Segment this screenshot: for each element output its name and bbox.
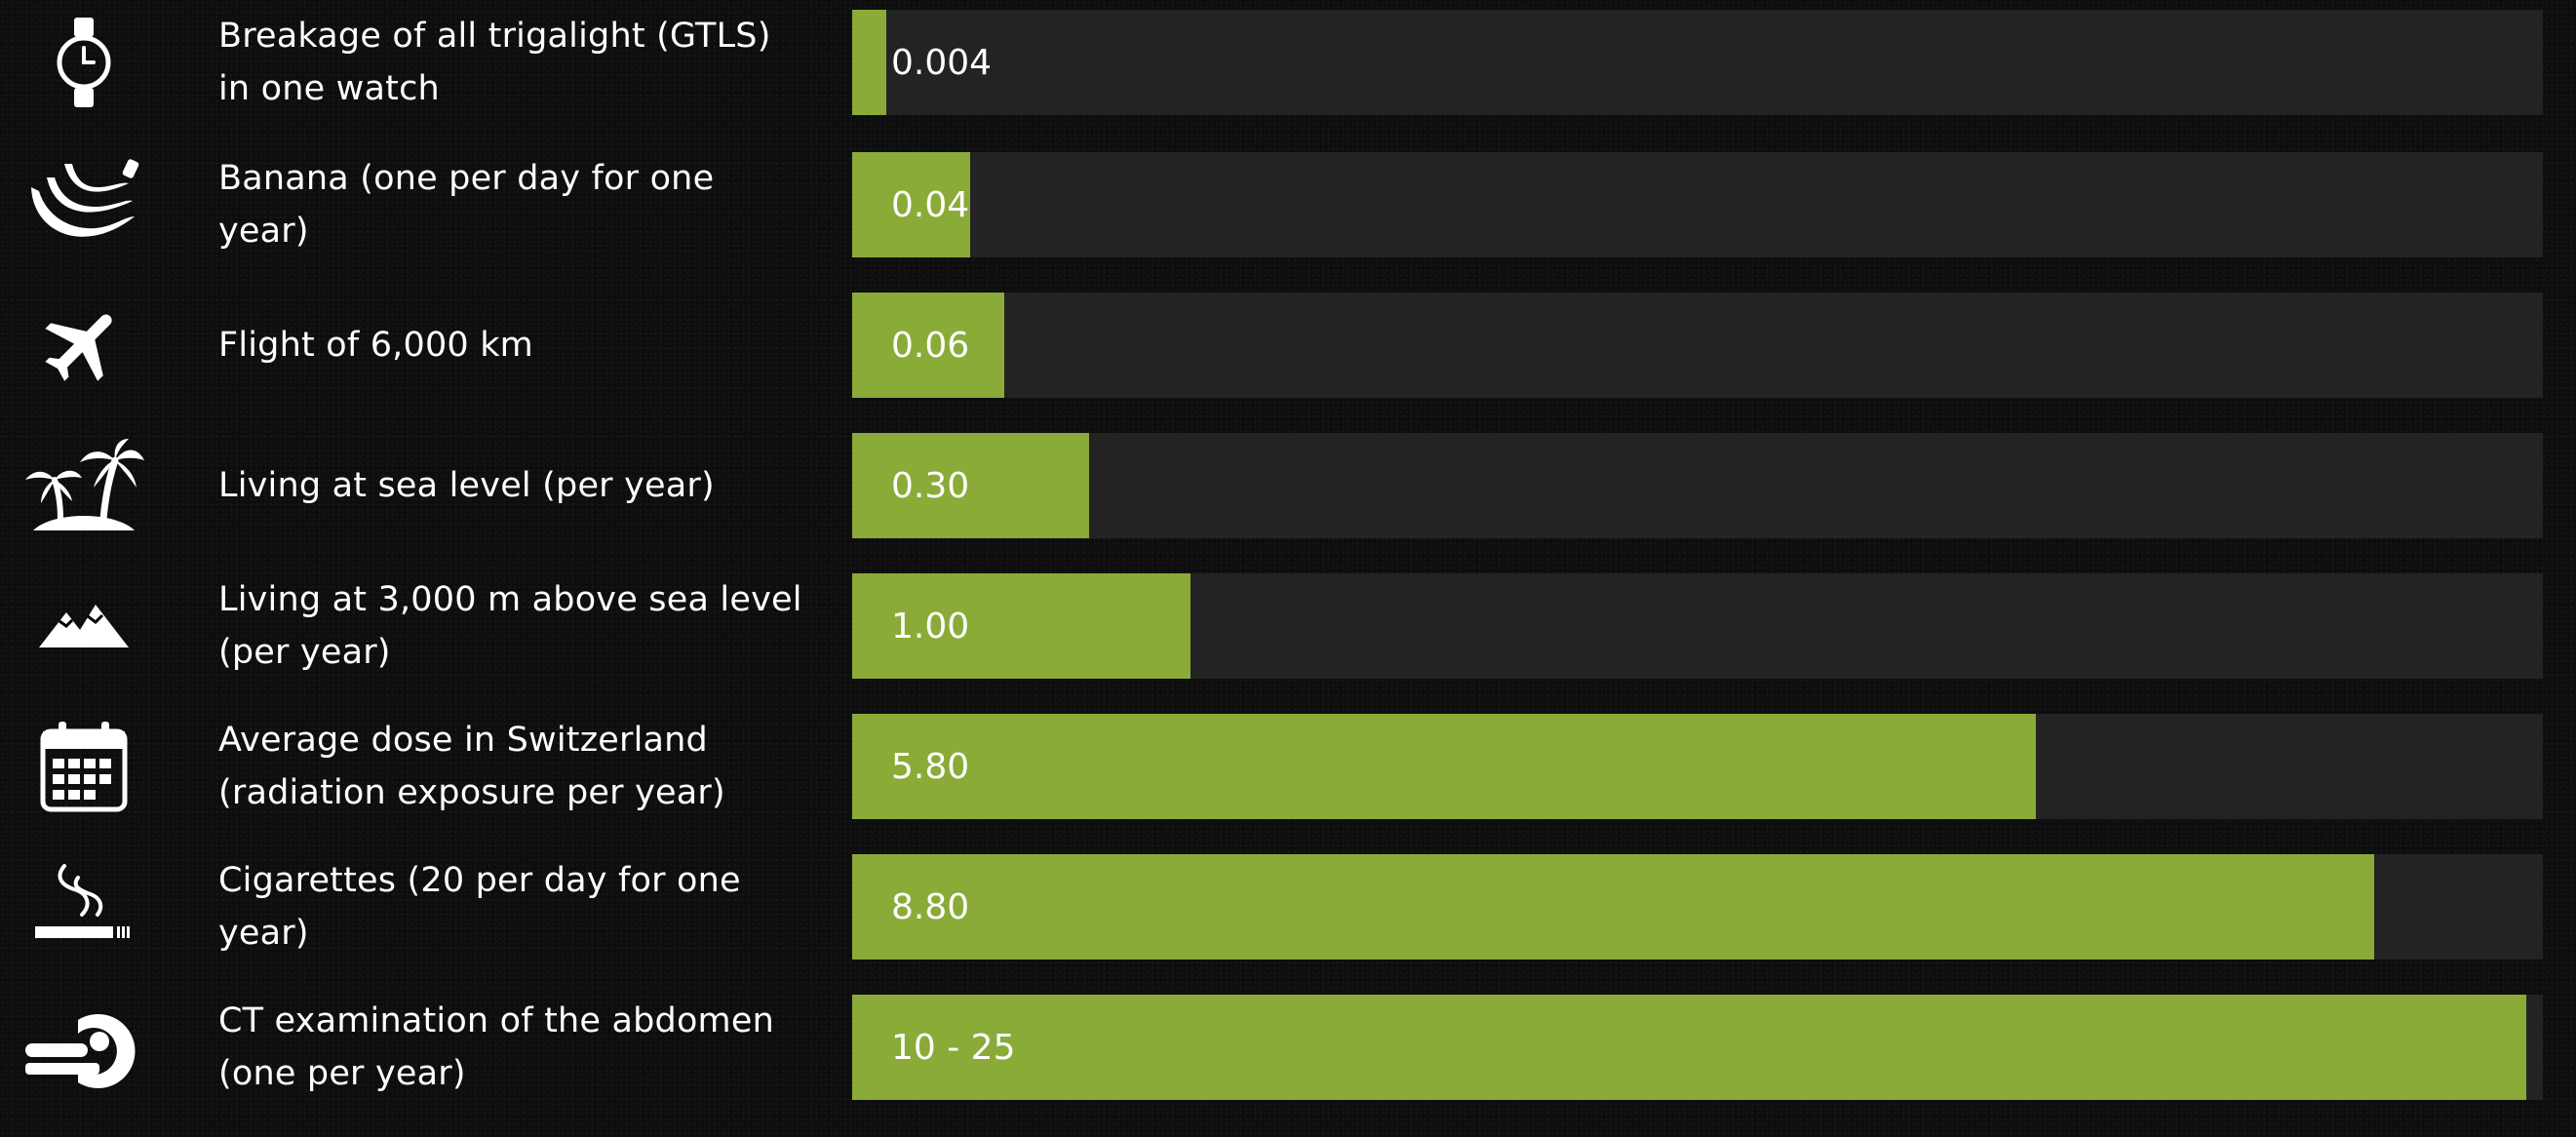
data-label: 10 - 25	[891, 1027, 1016, 1068]
row-label: Average dose in Switzerland (radiation e…	[218, 721, 725, 812]
chart-row: Banana (one per day for one year) 0.04	[0, 152, 2576, 257]
banana-icon	[18, 154, 149, 255]
row-label: Breakage of all trigalight (GTLS) in one…	[218, 17, 771, 108]
calendar-icon	[18, 716, 149, 817]
row-label: Cigarettes (20 per day for one year)	[218, 861, 741, 953]
row-label: Flight of 6,000 km	[218, 326, 533, 365]
chart-row: Flight of 6,000 km 0.06	[0, 293, 2576, 398]
data-label: 0.06	[891, 325, 970, 366]
bar-track: 5.80	[852, 714, 2543, 819]
chart-row: Average dose in Switzerland (radiation e…	[0, 714, 2576, 819]
bar-track: 0.04	[852, 152, 2543, 257]
data-label: 5.80	[891, 746, 970, 787]
data-label: 0.004	[891, 42, 993, 83]
chart-row: Cigarettes (20 per day for one year) 8.80	[0, 854, 2576, 960]
data-label: 1.00	[891, 606, 970, 647]
bar-track: 10 - 25	[852, 995, 2543, 1100]
watch-icon	[18, 12, 149, 113]
bar-track: 0.004	[852, 10, 2543, 115]
row-label: Banana (one per day for one year)	[218, 159, 715, 251]
chart-row: Living at sea level (per year) 0.30	[0, 433, 2576, 538]
row-label: Living at 3,000 m above sea level (per y…	[218, 580, 802, 672]
chart-row: Living at 3,000 m above sea level (per y…	[0, 573, 2576, 679]
bar	[852, 854, 2374, 960]
bar	[852, 293, 1004, 398]
mountains-icon	[18, 575, 149, 677]
cigarette-icon	[18, 856, 149, 958]
bar	[852, 714, 2036, 819]
bar	[852, 995, 2526, 1100]
bar	[852, 10, 886, 115]
data-label: 8.80	[891, 886, 970, 927]
bar	[852, 573, 1190, 679]
data-label: 0.04	[891, 184, 970, 225]
row-label: CT examination of the abdomen (one per y…	[218, 1001, 774, 1093]
ct-scanner-icon	[18, 997, 149, 1098]
chart-row: Breakage of all trigalight (GTLS) in one…	[0, 10, 2576, 115]
row-label: Living at sea level (per year)	[218, 466, 715, 505]
bar	[852, 152, 970, 257]
bar	[852, 433, 1089, 538]
data-label: 0.30	[891, 465, 970, 506]
bar-track: 0.30	[852, 433, 2543, 538]
bar-track: 1.00	[852, 573, 2543, 679]
chart-row: CT examination of the abdomen (one per y…	[0, 995, 2576, 1100]
airplane-icon	[18, 294, 149, 396]
bar-track: 0.06	[852, 293, 2543, 398]
bar-track: 8.80	[852, 854, 2543, 960]
palm-island-icon	[18, 435, 149, 536]
